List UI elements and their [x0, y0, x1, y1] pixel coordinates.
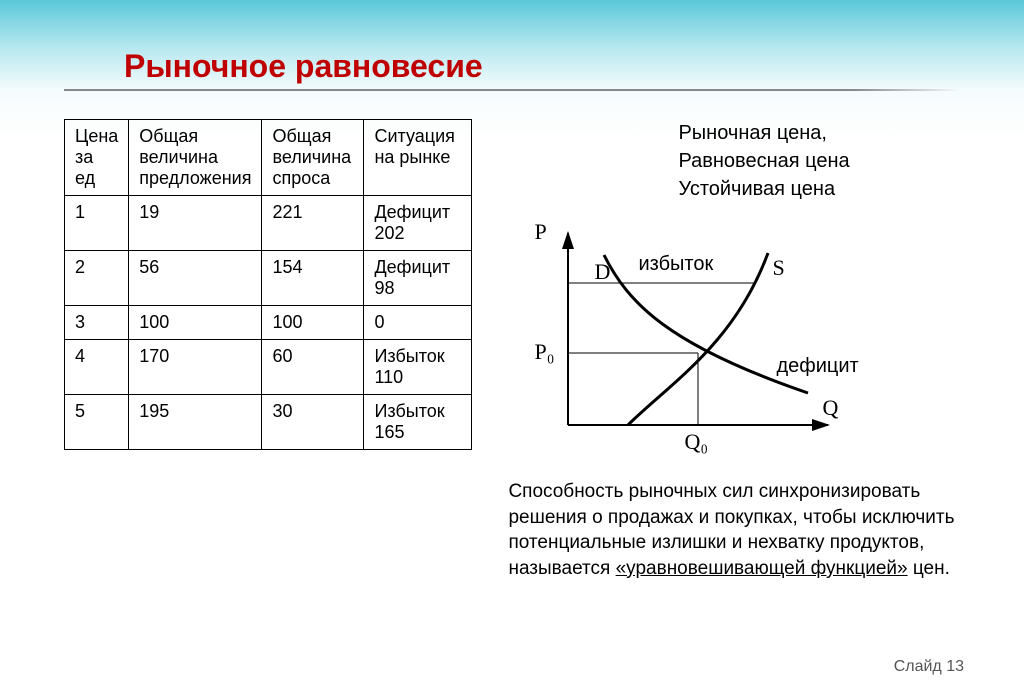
table-row: 1 19 221 Дефицит 202 — [65, 196, 472, 251]
table-header-row: Цена за ед Общая величина предложения Об… — [65, 120, 472, 196]
equilibrium-chart: P Q P₀ Q₀ D S избыток дефицит — [508, 215, 868, 465]
d-label: D — [594, 259, 610, 285]
page-title: Рыночное равновесие — [124, 48, 960, 85]
equilibrium-table: Цена за ед Общая величина предложения Об… — [64, 119, 472, 450]
p0-label: P₀ — [534, 339, 554, 365]
table-row: 5 195 30 Избыток 165 — [65, 395, 472, 450]
table-row: 4 170 60 Избыток 110 — [65, 340, 472, 395]
deficit-label: дефицит — [776, 355, 858, 378]
axis-p-label: P — [534, 219, 546, 245]
description-text: Способность рыночных сил синхронизироват… — [508, 479, 960, 582]
col-situation: Ситуация на рынке — [364, 120, 472, 196]
title-underline — [64, 89, 960, 91]
surplus-label: избыток — [638, 253, 713, 276]
q0-label: Q₀ — [684, 429, 708, 455]
price-labels: Рыночная цена, Равновесная цена Устойчив… — [678, 119, 960, 203]
col-price: Цена за ед — [65, 120, 129, 196]
slide-number: Слайд 13 — [894, 658, 964, 676]
col-supply: Общая величина предложения — [129, 120, 262, 196]
table-row: 3 100 100 0 — [65, 306, 472, 340]
col-demand: Общая величина спроса — [262, 120, 364, 196]
axis-q-label: Q — [822, 395, 838, 421]
s-label: S — [772, 255, 784, 281]
table-row: 2 56 154 Дефицит 98 — [65, 251, 472, 306]
